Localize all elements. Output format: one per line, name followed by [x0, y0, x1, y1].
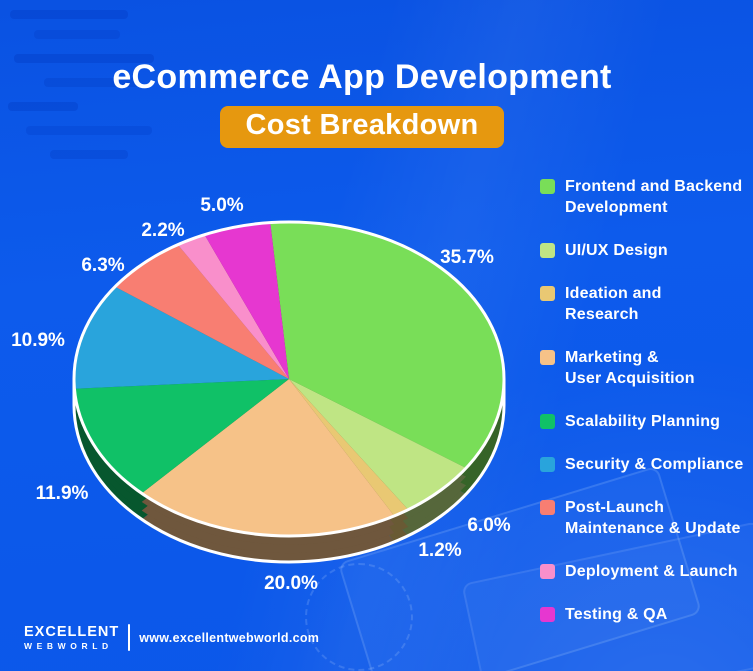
- legend-label: Testing & QA: [565, 606, 668, 623]
- legend-label: Ideation and Research: [565, 285, 662, 323]
- pie-slice: UI/UX Design: 6%: [289, 379, 467, 510]
- legend-item: Testing & QA: [540, 604, 748, 625]
- legend-label: UI/UX Design: [565, 242, 668, 259]
- pie-slice: Deployment & Launch: 2.2%: [177, 234, 289, 379]
- legend-label: Security & Compliance: [565, 456, 744, 473]
- subtitle-badge: Cost Breakdown: [220, 106, 504, 148]
- legend-item: Security & Compliance: [540, 454, 748, 475]
- pie-bottom-outline: [72, 379, 506, 564]
- website-url: www.excellentwebworld.com: [139, 630, 320, 645]
- legend-swatch: [540, 500, 555, 515]
- pie-percent-label: 11.9%: [36, 483, 89, 504]
- legend-item: Scalability Planning: [540, 411, 748, 432]
- brand-name: EXCELLENT: [24, 624, 120, 640]
- pie-slice: Marketing & User Acquisition: 20%: [141, 379, 395, 537]
- legend: Frontend and Backend Development UI/UX De…: [540, 176, 748, 625]
- legend-swatch: [540, 564, 555, 579]
- footer: EXCELLENT WEBWORLD www.excellentwebworld…: [24, 624, 319, 651]
- brand-logo: EXCELLENT WEBWORLD: [24, 625, 119, 650]
- legend-swatch: [540, 179, 555, 194]
- legend-item: Frontend and Backend Development: [540, 176, 748, 218]
- legend-swatch: [540, 457, 555, 472]
- legend-label: Frontend and Backend Development: [565, 178, 743, 216]
- legend-label: Marketing & User Acquisition: [565, 349, 695, 387]
- pie-percent-label: 5.0%: [200, 195, 243, 216]
- pie-slice: Ideation and Research: 1.2%: [289, 379, 409, 516]
- brand-subname: WEBWORLD: [24, 640, 113, 651]
- legend-swatch: [540, 414, 555, 429]
- pie-slice: Post-Launch Maintenance & Update: 6.3%: [115, 244, 289, 379]
- legend-item: UI/UX Design: [540, 240, 748, 261]
- legend-swatch: [540, 243, 555, 258]
- legend-swatch: [540, 350, 555, 365]
- pie-percent-label: 10.9%: [11, 330, 65, 351]
- legend-label: Post-Launch Maintenance & Update: [565, 499, 741, 537]
- legend-item: Ideation and Research: [540, 283, 748, 325]
- legend-label: Deployment & Launch: [565, 563, 738, 580]
- background-code-texture: [0, 0, 260, 180]
- pie-slice: Frontend and Backend Development: 35.7%: [270, 222, 504, 469]
- legend-item: Post-Launch Maintenance & Update: [540, 497, 748, 539]
- pie-percent-label: 2.2%: [141, 220, 184, 241]
- header: eCommerce App Development Cost Breakdown: [0, 0, 724, 148]
- pie-top-outline: [72, 220, 506, 538]
- page-title: eCommerce App Development: [112, 58, 612, 96]
- legend-label: Scalability Planning: [565, 413, 721, 430]
- legend-item: Deployment & Launch: [540, 561, 748, 582]
- legend-swatch: [540, 607, 555, 622]
- legend-swatch: [540, 286, 555, 301]
- pie-slice: Testing & QA: 5%: [204, 222, 289, 379]
- pie-percent-label: 1.2%: [418, 540, 461, 561]
- footer-divider: [128, 624, 131, 651]
- pie-percent-label: 20.0%: [264, 573, 318, 594]
- pie-percent-label: 6.0%: [467, 515, 510, 536]
- pie-percent-label: 6.3%: [81, 255, 124, 276]
- legend-item: Marketing & User Acquisition: [540, 347, 748, 389]
- pie-slice: Security & Compliance: 10.9%: [73, 286, 289, 389]
- pie-percent-label: 35.7%: [440, 247, 494, 268]
- pie-slice: Scalability Planning: 11.9%: [74, 379, 289, 494]
